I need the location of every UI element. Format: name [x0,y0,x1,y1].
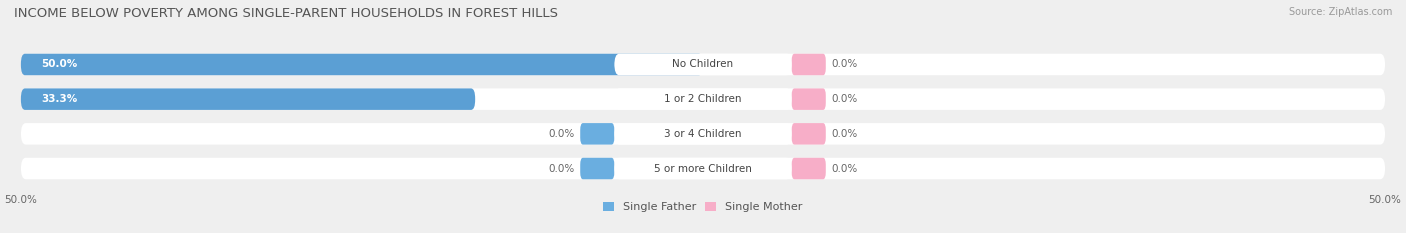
Text: INCOME BELOW POVERTY AMONG SINGLE-PARENT HOUSEHOLDS IN FOREST HILLS: INCOME BELOW POVERTY AMONG SINGLE-PARENT… [14,7,558,20]
Text: 0.0%: 0.0% [831,129,858,139]
Text: 0.0%: 0.0% [831,164,858,174]
FancyBboxPatch shape [614,158,792,179]
FancyBboxPatch shape [581,158,614,179]
FancyBboxPatch shape [21,54,1385,75]
FancyBboxPatch shape [792,123,825,145]
FancyBboxPatch shape [614,123,792,145]
FancyBboxPatch shape [21,88,1385,110]
FancyBboxPatch shape [792,88,825,110]
FancyBboxPatch shape [21,54,703,75]
Text: Source: ZipAtlas.com: Source: ZipAtlas.com [1288,7,1392,17]
Text: 3 or 4 Children: 3 or 4 Children [664,129,742,139]
Text: 33.3%: 33.3% [41,94,77,104]
Text: 50.0%: 50.0% [41,59,77,69]
FancyBboxPatch shape [21,158,1385,179]
Text: 0.0%: 0.0% [548,129,575,139]
FancyBboxPatch shape [581,123,614,145]
FancyBboxPatch shape [21,123,1385,145]
FancyBboxPatch shape [792,54,825,75]
Text: No Children: No Children [672,59,734,69]
Text: 0.0%: 0.0% [831,94,858,104]
FancyBboxPatch shape [614,54,792,75]
Text: 0.0%: 0.0% [548,164,575,174]
Text: 1 or 2 Children: 1 or 2 Children [664,94,742,104]
FancyBboxPatch shape [792,158,825,179]
Text: 5 or more Children: 5 or more Children [654,164,752,174]
Legend: Single Father, Single Mother: Single Father, Single Mother [603,202,803,212]
FancyBboxPatch shape [614,88,792,110]
FancyBboxPatch shape [21,88,475,110]
Text: 0.0%: 0.0% [831,59,858,69]
